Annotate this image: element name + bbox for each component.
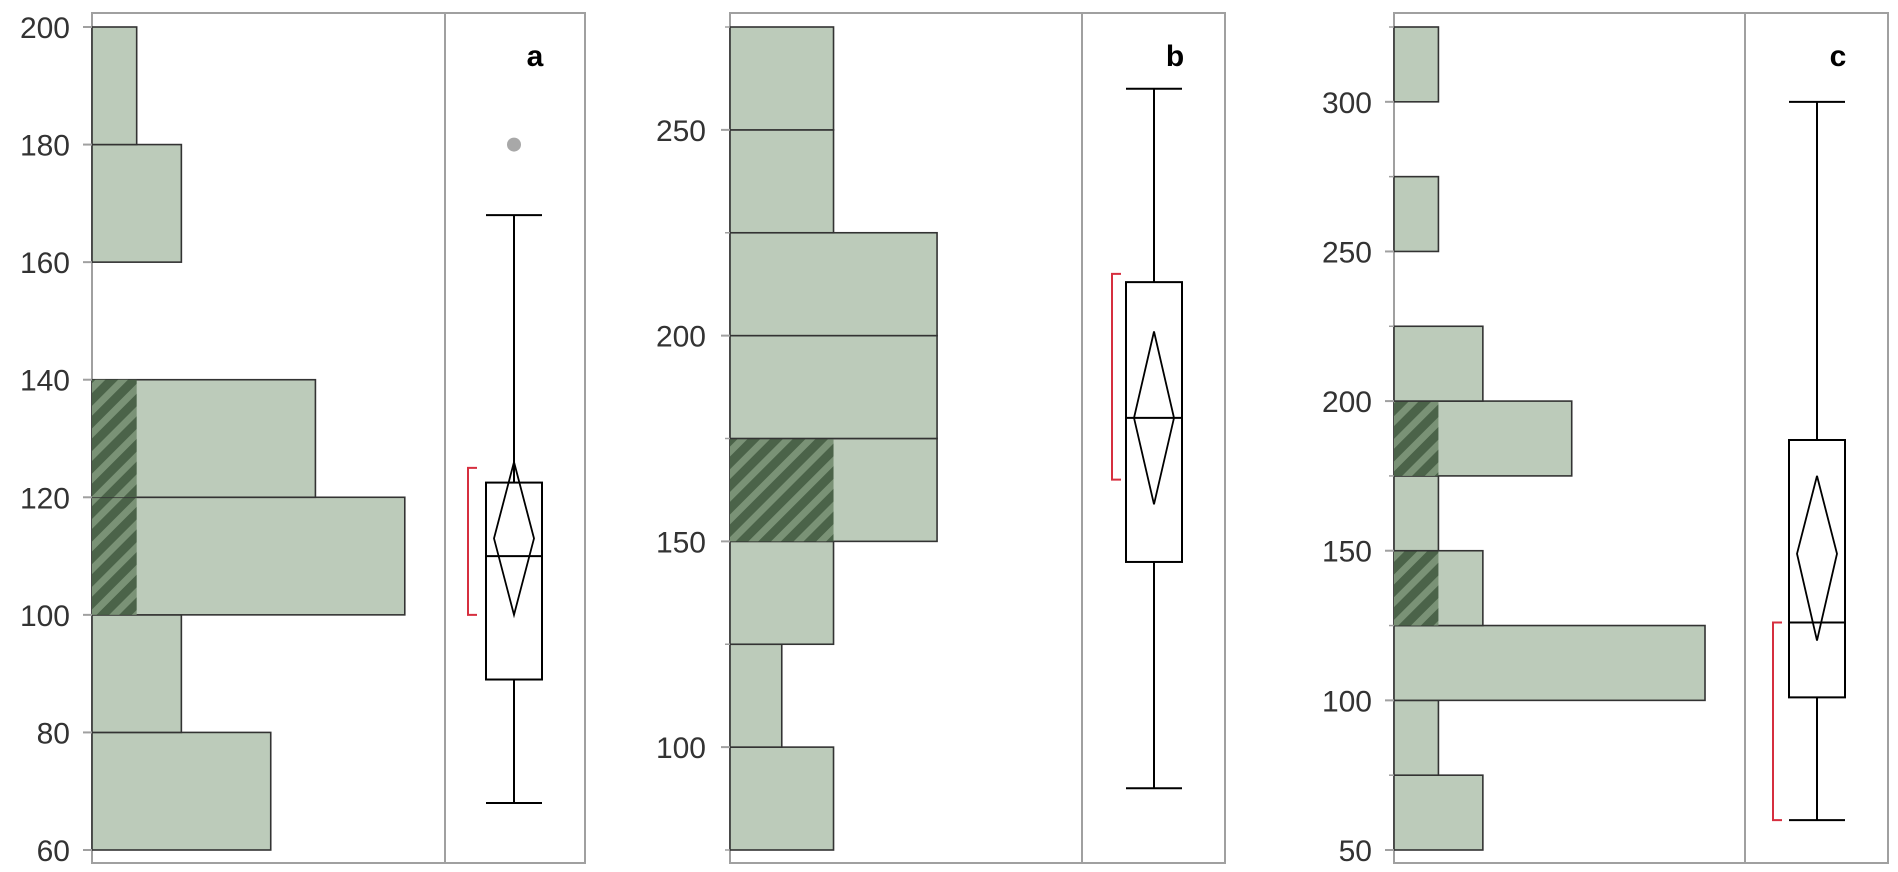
selected-bar-segment bbox=[730, 438, 834, 542]
mean-diamond bbox=[1796, 475, 1838, 641]
y-tick-label: 160 bbox=[20, 247, 70, 280]
y-tick-label: 180 bbox=[20, 130, 70, 163]
y-tick-label: 80 bbox=[37, 717, 70, 750]
mean-diamond bbox=[493, 458, 535, 619]
outlier-point bbox=[507, 137, 521, 152]
y-tick-label: 150 bbox=[1322, 536, 1372, 569]
histogram-bar bbox=[1393, 26, 1440, 103]
y-tick-label: 120 bbox=[20, 482, 70, 515]
y-tick-label: 60 bbox=[37, 835, 70, 868]
histogram-bar bbox=[729, 334, 938, 440]
histogram-bar bbox=[729, 26, 835, 131]
y-tick-label: 300 bbox=[1322, 87, 1372, 120]
chart-panel-b: 100 150 200 250 b bbox=[656, 12, 1226, 864]
mean-diamond bbox=[1133, 331, 1175, 505]
y-tick-label: 250 bbox=[656, 115, 706, 148]
selected-bar-segment bbox=[92, 379, 137, 498]
quartile-box bbox=[1788, 438, 1846, 699]
y-tick-label: 250 bbox=[1322, 236, 1372, 269]
y-tick-label: 100 bbox=[20, 600, 70, 633]
panel-letter: a bbox=[527, 40, 544, 73]
y-tick-label: 50 bbox=[1339, 835, 1372, 868]
histogram-bar bbox=[1393, 624, 1706, 702]
y-tick-label: 200 bbox=[20, 12, 70, 45]
histogram-bar bbox=[91, 614, 183, 734]
histogram-bar bbox=[729, 129, 835, 234]
histogram-bar bbox=[91, 26, 138, 146]
histogram-bar bbox=[729, 231, 938, 337]
selected-bar-segment bbox=[1394, 550, 1439, 626]
selected-bar-segment bbox=[92, 497, 137, 615]
histogram-bar bbox=[729, 643, 783, 748]
histogram-bar bbox=[91, 731, 272, 851]
panel-letter: c bbox=[1830, 40, 1847, 73]
histogram-bar bbox=[729, 746, 835, 851]
histogram-bar bbox=[1393, 774, 1484, 851]
histogram-bar bbox=[1393, 475, 1440, 552]
y-tick-label: 200 bbox=[1322, 386, 1372, 419]
shortest-half-bracket bbox=[467, 466, 477, 616]
histogram-bar bbox=[91, 143, 183, 263]
y-tick-label: 100 bbox=[1322, 685, 1372, 718]
shortest-half-bracket bbox=[1111, 272, 1121, 481]
chart-panel-c: 50 100 150 200 250 300 c bbox=[1322, 12, 1889, 868]
quartile-box bbox=[485, 481, 543, 681]
histogram-bar bbox=[729, 540, 835, 646]
y-tick-label: 140 bbox=[20, 365, 70, 398]
y-tick-label: 200 bbox=[656, 321, 706, 354]
chart-panel-a: 60 80 100 120 140 160 180 200 a bbox=[20, 12, 586, 868]
selected-bar-segment bbox=[1394, 401, 1439, 476]
histogram-bar bbox=[1393, 175, 1440, 253]
panel-letter: b bbox=[1166, 40, 1184, 73]
y-tick-label: 150 bbox=[656, 526, 706, 559]
histogram-bar bbox=[1393, 325, 1484, 402]
shortest-half-bracket bbox=[1772, 621, 1782, 822]
y-tick-label: 100 bbox=[656, 732, 706, 765]
histogram-bar bbox=[1393, 699, 1440, 776]
histogram-bar bbox=[91, 496, 406, 616]
